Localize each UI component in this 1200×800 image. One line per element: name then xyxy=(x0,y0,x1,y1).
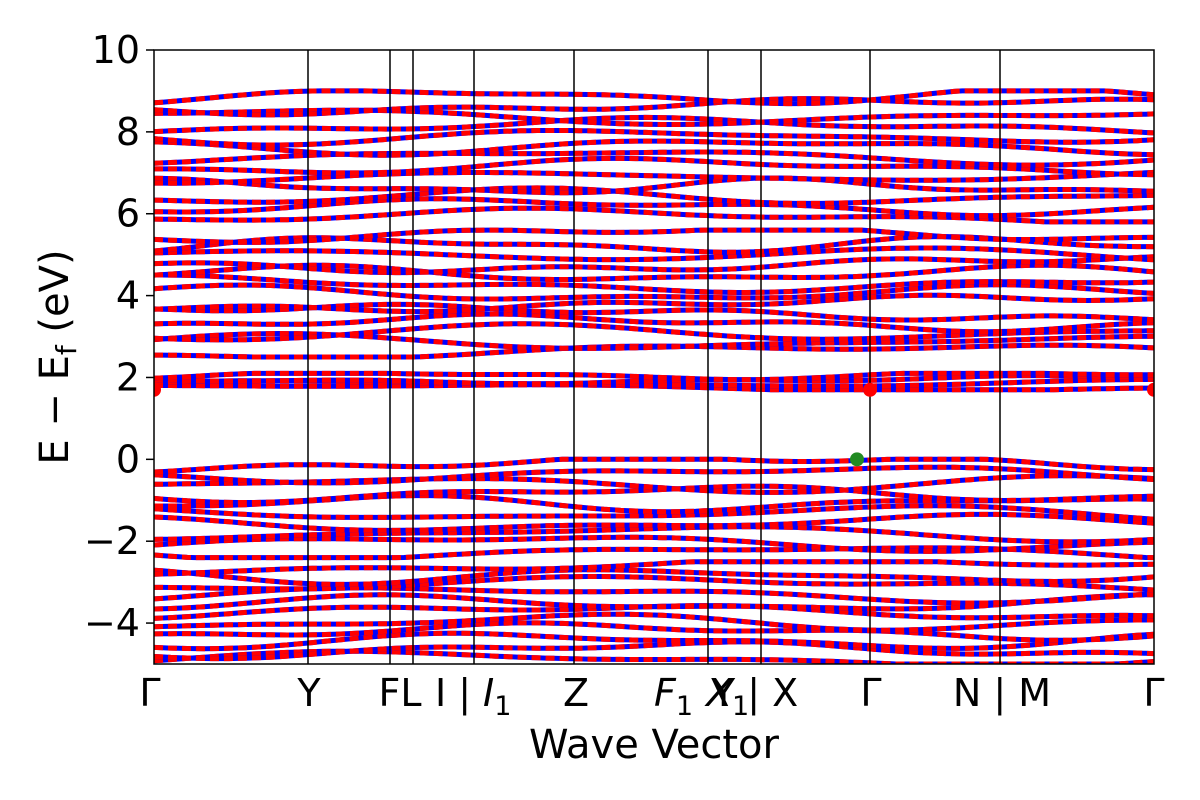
y-tick-label: 6 xyxy=(116,192,140,236)
y-axis-label: E − Ef (eV) xyxy=(32,249,83,464)
band-line-spin-up xyxy=(154,169,1154,186)
y-axis-label-sub: f xyxy=(50,344,83,355)
cbm-marker xyxy=(1147,382,1154,397)
cbm-marker xyxy=(863,382,877,397)
band-line-spin-up xyxy=(154,205,1154,225)
plot-frame xyxy=(153,49,1155,665)
band-line-spin-up xyxy=(154,107,1154,127)
band-line-spin-up xyxy=(154,611,1154,633)
vbm-marker xyxy=(850,452,864,467)
y-tick-label: 0 xyxy=(116,437,140,481)
y-axis-ticks: −4 −2 0 2 4 6 8 10 xyxy=(84,28,154,645)
band-line-spin-up xyxy=(154,196,1154,219)
k-label-f1: F1 xyxy=(654,671,693,722)
k-label-y-x: Y | X xyxy=(711,671,798,716)
k-label-gamma-start: Γ xyxy=(139,671,160,715)
band-line-spin-up xyxy=(154,585,1154,606)
band-line-spin-up xyxy=(154,128,1154,148)
band-line-spin-up xyxy=(154,370,1154,383)
band-line-spin-up xyxy=(154,534,1154,554)
y-axis-label-unit: (eV) xyxy=(32,249,78,345)
k-label-i1-main: I xyxy=(483,671,494,715)
band-line-spin-up xyxy=(154,138,1154,158)
band-line-spin-up xyxy=(154,464,1154,486)
k-label-gamma-end: Γ xyxy=(1143,671,1164,715)
band-line-spin-up xyxy=(154,262,1154,282)
k-label-i1: I1 xyxy=(483,671,511,722)
k-label-fl: FL xyxy=(378,671,421,715)
band-line-spin-up xyxy=(154,245,1154,263)
band-line-spin-up xyxy=(154,483,1154,505)
band-line-spin-up xyxy=(154,272,1154,295)
band-line-spin-up xyxy=(154,96,1154,118)
band-line-spin-up xyxy=(154,503,1154,522)
band-line-spin-up xyxy=(154,254,1154,276)
band-line-spin-up xyxy=(154,456,1154,475)
y-tick-label: 10 xyxy=(92,28,140,72)
y-tick-label: −2 xyxy=(84,519,140,563)
y-tick-label: 4 xyxy=(116,274,140,318)
k-label-z: Z xyxy=(563,671,589,715)
band-line-spin-up xyxy=(154,282,1154,302)
k-label-x1-sub: 1 xyxy=(732,691,749,722)
band-line-spin-up xyxy=(154,185,1154,206)
band-line-spin-up xyxy=(154,373,1154,387)
band-line-spin-up xyxy=(154,630,1154,652)
band-line-spin-up xyxy=(154,603,1154,621)
k-label-x1: X1 xyxy=(704,671,749,722)
band-line-spin-up xyxy=(154,301,1154,323)
band-line-spin-up xyxy=(154,175,1154,196)
band-line-spin-up xyxy=(154,311,1154,335)
band-extrema-markers xyxy=(154,382,1154,467)
k-label-f1-main: F xyxy=(654,671,677,715)
y-tick-label: −4 xyxy=(84,601,140,645)
x-tick-labels: Γ Y FL I | I1 Z F1 X1 Y | X Γ N | M Γ xyxy=(139,671,1164,722)
band-line-spin-up xyxy=(154,155,1154,178)
band-line-spin-up xyxy=(154,574,1154,593)
k-path-dividers xyxy=(307,50,1001,664)
k-label-gamma-mid: Γ xyxy=(860,671,881,715)
band-line-spin-up xyxy=(154,524,1154,545)
band-line-spin-up xyxy=(154,376,1154,389)
k-label-f1-sub: 1 xyxy=(676,691,693,722)
k-label-x1-main: X xyxy=(704,671,733,715)
cbm-marker xyxy=(154,382,161,397)
k-label-i: I | xyxy=(435,671,471,716)
band-line-spin-up xyxy=(154,511,1154,533)
k-label-y: Y xyxy=(296,671,321,715)
band-line-spin-up xyxy=(154,559,1154,577)
band-line-spin-up xyxy=(154,292,1154,315)
band-line-spin-up xyxy=(154,149,1154,168)
y-tick-label: 8 xyxy=(116,110,140,154)
band-line-spin-up xyxy=(154,567,1154,587)
band-line-spin-up xyxy=(154,639,1154,662)
y-tick-label: 2 xyxy=(116,355,140,399)
band-line-spin-up xyxy=(154,114,1154,136)
k-label-i1-sub: 1 xyxy=(494,691,511,722)
k-label-n-m: N | M xyxy=(953,671,1051,716)
band-line-spin-up xyxy=(154,473,1154,495)
y-axis-label-main: E − E xyxy=(32,355,78,465)
band-line-spin-up xyxy=(154,342,1154,360)
band-line-spin-up xyxy=(154,620,1154,643)
band-line-spin-up xyxy=(154,227,1154,245)
band-line-spin-up xyxy=(154,330,1154,351)
band-line-spin-up xyxy=(154,88,1154,107)
band-lines xyxy=(154,88,1154,664)
band-line-spin-up xyxy=(154,382,1154,393)
x-axis-label: Wave Vector xyxy=(529,722,780,768)
